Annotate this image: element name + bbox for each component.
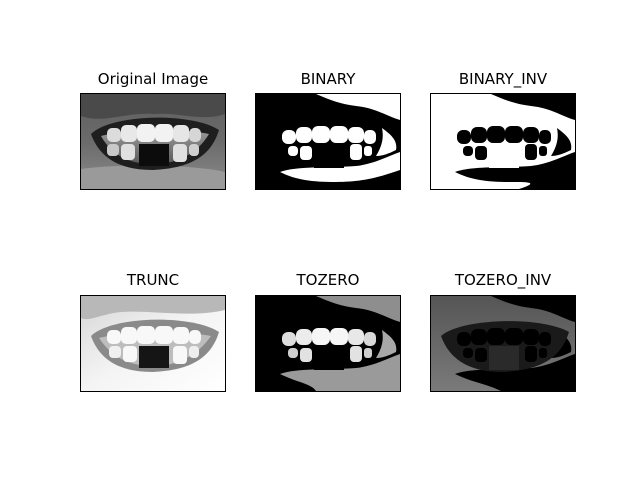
panel-title: BINARY_INV — [458, 70, 548, 88]
panel-title: BINARY — [300, 70, 356, 88]
mouth-threshold-binary — [256, 94, 400, 189]
image-original — [80, 93, 226, 190]
panel-binary: BINARY — [255, 70, 401, 191]
panel-title: TOZERO_INV — [454, 271, 552, 289]
panel-original: Original Image — [80, 70, 226, 191]
image-tozero-inv — [430, 295, 576, 392]
image-tozero — [255, 295, 401, 392]
mouth-threshold-binary-inv — [431, 94, 575, 189]
mouth-threshold-tozero — [256, 296, 400, 391]
mouth-threshold-tozero-inv — [431, 296, 575, 391]
panel-title: Original Image — [97, 70, 209, 88]
panel-trunc: TRUNC — [80, 271, 226, 393]
image-binary — [255, 93, 401, 190]
mouth-threshold-trunc — [81, 296, 225, 391]
panel-title: TRUNC — [126, 271, 180, 289]
panel-tozero-inv: TOZERO_INV — [430, 271, 576, 393]
panel-title: TOZERO — [296, 271, 360, 289]
panel-tozero: TOZERO — [255, 271, 401, 393]
panel-binary-inv: BINARY_INV — [430, 70, 576, 191]
mouth-photo-grayscale — [81, 94, 225, 189]
image-trunc — [80, 295, 226, 392]
image-binary-inv — [430, 93, 576, 190]
